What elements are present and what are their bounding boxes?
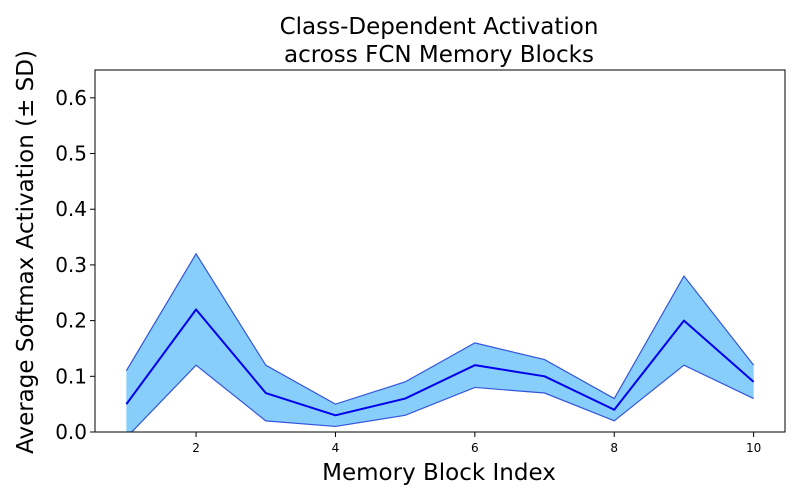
x-tick-label: 4 — [332, 441, 340, 455]
sd-band — [126, 253, 754, 432]
mean-activation-line — [125, 308, 755, 417]
y-tick-label: 0.0 — [55, 420, 87, 444]
y-tick-label: 0.3 — [55, 253, 87, 277]
y-tick-label: 0.6 — [55, 86, 87, 110]
x-axis: 2 4 6 8 10 — [192, 432, 761, 455]
x-tick-label: 8 — [610, 441, 618, 455]
chart-title-line-1: Class-Dependent Activation — [280, 14, 599, 40]
y-axis-label: Average Softmax Activation (± SD) — [13, 50, 39, 454]
y-tick-label: 0.5 — [55, 142, 87, 166]
plot-area — [125, 252, 755, 432]
y-tick-label: 0.4 — [55, 197, 87, 221]
x-tick-label: 10 — [746, 441, 761, 455]
y-axis: 0.0 0.1 0.2 0.3 0.4 0.5 0.6 — [55, 86, 95, 444]
y-tick-label: 0.1 — [55, 364, 87, 388]
x-axis-label: Memory Block Index — [322, 460, 556, 486]
sd-band-lower-edge — [130, 364, 754, 432]
x-tick-label: 6 — [471, 441, 479, 455]
chart-title-line-2: across FCN Memory Blocks — [284, 42, 594, 68]
plot-frame — [94, 69, 786, 433]
x-tick-label: 2 — [192, 441, 200, 455]
sd-band-upper-edge — [125, 252, 755, 405]
y-tick-label: 0.2 — [55, 309, 87, 333]
